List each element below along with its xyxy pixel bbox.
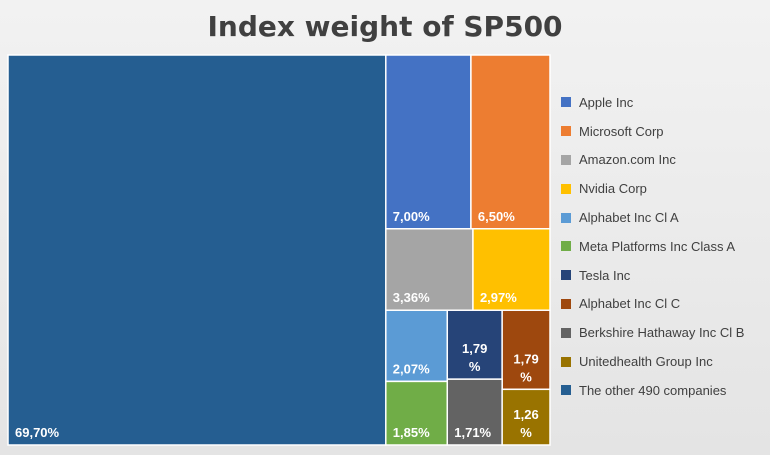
treemap-cell-alphabet-inc-cl-c: 1,79% [501,309,551,391]
legend-item-apple-inc: Apple Inc [561,88,766,117]
legend-swatch [561,385,571,396]
legend-label: Alphabet Inc Cl C [579,296,681,312]
treemap-rect-unitedhealth-group-inc [501,388,551,446]
legend-swatch [561,97,571,108]
treemap-cell-meta-platforms-inc-class-a: 1,85% [385,380,449,446]
data-label-microsoft-corp: 6,50% [478,209,515,224]
legend-label: Alphabet Inc Cl A [579,210,679,226]
legend-item-tesla-inc: Tesla Inc [561,261,766,290]
data-label-nvidia-corp: 2,97% [480,290,517,305]
data-label-alphabet-inc-cl-a: 2,07% [393,361,430,376]
treemap-rect-microsoft-corp [470,54,551,230]
treemap-cell-amazon-com-inc: 3,36% [385,228,474,311]
legend-item-alphabet-inc-cl-c: Alphabet Inc Cl C [561,290,766,319]
legend-swatch [561,356,571,367]
treemap-rect-apple-inc [385,54,472,230]
treemap-cell-nvidia-corp: 2,97% [472,228,551,311]
data-label-unitedhealth-group-inc: 1,26% [513,407,538,440]
data-label-apple-inc: 7,00% [393,209,430,224]
legend-label: Meta Platforms Inc Class A [579,238,736,254]
legend: Apple Inc Microsoft Corp Amazon.com Inc Nvi… [561,88,766,405]
legend-item-the-other-490-companies: The other 490 companies [561,376,766,405]
legend-label: The other 490 companies [579,382,727,398]
data-label-the-other-490-companies: 69,70% [15,425,60,440]
legend-label: Unitedhealth Group Inc [579,354,713,370]
treemap-cell-berkshire-hathaway-inc-cl-b: 1,71% [446,378,503,446]
legend-swatch [561,126,571,137]
treemap-cell-tesla-inc: 1,79% [446,309,503,380]
legend-item-alphabet-inc-cl-a: Alphabet Inc Cl A [561,203,766,232]
legend-swatch [561,212,571,223]
legend-label: Nvidia Corp [579,181,647,197]
legend-item-berkshire-hathaway-inc-cl-b: Berkshire Hathaway Inc Cl B [561,318,766,347]
legend-label: Amazon.com Inc [579,152,676,168]
data-label-amazon-com-inc: 3,36% [393,290,430,305]
data-label-berkshire-hathaway-inc-cl-b: 1,71% [454,425,491,440]
legend-item-meta-platforms-inc-class-a: Meta Platforms Inc Class A [561,232,766,261]
legend-item-microsoft-corp: Microsoft Corp [561,117,766,146]
treemap-rect-tesla-inc [446,309,503,380]
legend-item-amazon-com-inc: Amazon.com Inc [561,146,766,175]
legend-swatch [561,327,571,338]
legend-label: Tesla Inc [579,267,631,283]
chart-title: Index weight of SP500 [207,10,563,43]
data-label-tesla-inc: 1,79% [462,341,487,374]
treemap-cell-unitedhealth-group-inc: 1,26% [501,388,551,446]
data-label-alphabet-inc-cl-c: 1,79% [513,351,538,384]
data-label-meta-platforms-inc-class-a: 1,85% [393,425,430,440]
legend-label: Berkshire Hathaway Inc Cl B [579,325,745,341]
legend-item-unitedhealth-group-inc: Unitedhealth Group Inc [561,347,766,376]
legend-item-nvidia-corp: Nvidia Corp [561,174,766,203]
treemap-rect-berkshire-hathaway-inc-cl-b [446,378,503,446]
treemap-cell-apple-inc: 7,00% [385,54,472,230]
legend-swatch [561,241,571,252]
treemap-cell-the-other-490-companies: 69,70% [7,54,387,446]
treemap-rect-nvidia-corp [472,228,551,311]
legend-swatch [561,183,571,194]
treemap-rect-alphabet-inc-cl-c [501,309,551,391]
legend-label: Microsoft Corp [579,123,664,139]
treemap-rect-the-other-490-companies [7,54,387,446]
legend-swatch [561,270,571,281]
treemap-cell-alphabet-inc-cl-a: 2,07% [385,309,449,383]
legend-label: Apple Inc [579,94,634,110]
legend-swatch [561,154,571,165]
legend-swatch [561,298,571,309]
treemap-cell-microsoft-corp: 6,50% [470,54,551,230]
